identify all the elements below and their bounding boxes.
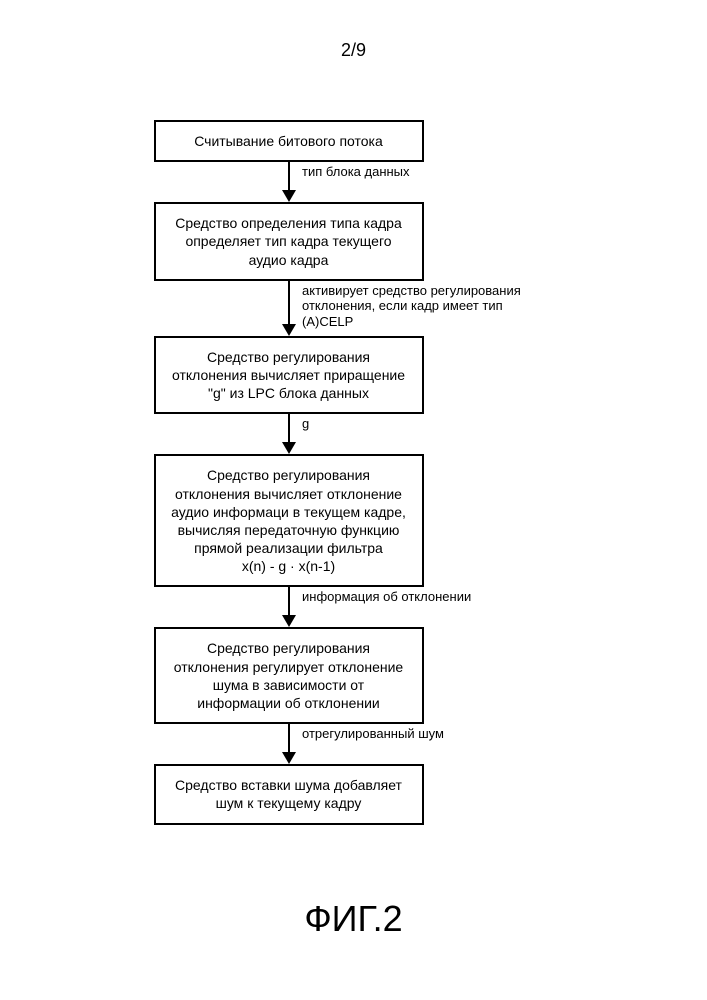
figure-label: ФИГ.2 xyxy=(304,898,402,940)
flowchart-container: Считывание битового потока тип блока дан… xyxy=(104,120,604,825)
flowchart-box-5: Средство регулирования отклонения регули… xyxy=(154,627,424,724)
arrow-head xyxy=(282,615,296,627)
page-number: 2/9 xyxy=(341,40,366,61)
arrow-line xyxy=(288,162,290,192)
flowchart-box-4: Средство регулирования отклонения вычисл… xyxy=(154,454,424,587)
arrow-2: активирует средство регулирования отклон… xyxy=(154,281,424,336)
arrow-head xyxy=(282,190,296,202)
arrow-line xyxy=(288,414,290,444)
arrow-line xyxy=(288,281,290,326)
flowchart-box-3: Средство регулирования отклонения вычисл… xyxy=(154,336,424,415)
arrow-label-2: активирует средство регулирования отклон… xyxy=(302,283,552,330)
arrow-1: тип блока данных xyxy=(154,162,424,202)
arrow-label-4: информация об отклонении xyxy=(302,589,552,605)
arrow-5: отрегулированный шум xyxy=(154,724,424,764)
arrow-3: g xyxy=(154,414,424,454)
flowchart-box-2: Средство определения типа кадра определя… xyxy=(154,202,424,281)
flowchart-box-1: Считывание битового потока xyxy=(154,120,424,162)
arrow-head xyxy=(282,752,296,764)
arrow-line xyxy=(288,587,290,617)
arrow-4: информация об отклонении xyxy=(154,587,424,627)
box-wrapper-3: Средство регулирования отклонения вычисл… xyxy=(104,336,604,415)
arrow-label-3: g xyxy=(302,416,552,432)
arrow-label-1: тип блока данных xyxy=(302,164,552,180)
arrow-label-5: отрегулированный шум xyxy=(302,726,552,742)
flowchart-box-6: Средство вставки шума добавляет шум к те… xyxy=(154,764,424,824)
arrow-line xyxy=(288,724,290,754)
arrow-head xyxy=(282,442,296,454)
arrow-head xyxy=(282,324,296,336)
